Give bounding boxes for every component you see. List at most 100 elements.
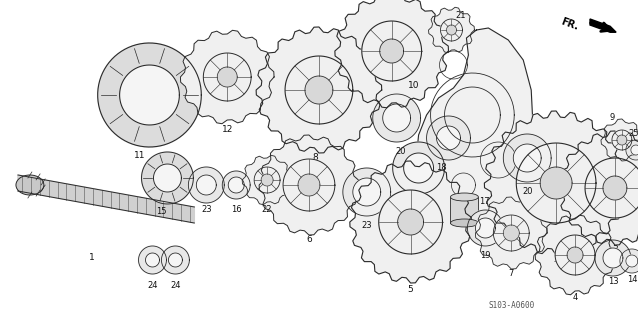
Polygon shape: [493, 215, 529, 251]
Text: 25: 25: [628, 130, 639, 138]
Text: 24: 24: [147, 280, 157, 290]
Polygon shape: [254, 167, 280, 193]
Polygon shape: [343, 168, 390, 216]
Polygon shape: [626, 255, 638, 267]
Text: 6: 6: [306, 235, 312, 244]
Text: 2: 2: [554, 256, 559, 264]
Text: 1: 1: [89, 254, 95, 263]
Text: 20: 20: [396, 147, 406, 157]
Polygon shape: [436, 126, 460, 150]
Polygon shape: [285, 56, 353, 124]
Text: 23: 23: [362, 220, 372, 229]
Polygon shape: [335, 0, 449, 108]
Polygon shape: [626, 140, 640, 160]
Polygon shape: [350, 161, 472, 283]
Ellipse shape: [451, 219, 478, 227]
Polygon shape: [228, 177, 244, 193]
Bar: [451, 197, 478, 223]
Polygon shape: [196, 175, 216, 195]
Polygon shape: [397, 209, 424, 235]
Text: 9: 9: [609, 114, 614, 122]
Polygon shape: [259, 135, 359, 235]
Polygon shape: [98, 43, 202, 147]
Polygon shape: [555, 235, 595, 275]
Text: 10: 10: [408, 80, 419, 90]
Polygon shape: [535, 215, 615, 295]
Polygon shape: [242, 155, 292, 205]
Polygon shape: [603, 176, 627, 200]
Polygon shape: [204, 53, 251, 101]
Polygon shape: [145, 253, 159, 267]
Polygon shape: [585, 158, 640, 218]
Polygon shape: [372, 94, 420, 142]
Polygon shape: [476, 197, 547, 269]
Polygon shape: [362, 21, 422, 81]
Polygon shape: [168, 253, 182, 267]
Text: 7: 7: [509, 270, 514, 278]
Polygon shape: [476, 218, 495, 238]
Polygon shape: [383, 104, 411, 132]
Text: 18: 18: [436, 164, 447, 173]
Polygon shape: [305, 76, 333, 104]
Polygon shape: [429, 7, 474, 53]
Text: 19: 19: [480, 250, 491, 259]
Text: 22: 22: [262, 205, 273, 214]
Polygon shape: [379, 190, 442, 254]
Polygon shape: [440, 19, 463, 41]
Polygon shape: [612, 130, 632, 150]
Text: 21: 21: [455, 11, 466, 19]
Polygon shape: [603, 248, 623, 268]
Text: S103-A0600: S103-A0600: [488, 300, 534, 309]
Polygon shape: [447, 25, 456, 35]
Text: 15: 15: [156, 207, 166, 217]
Polygon shape: [601, 119, 640, 161]
Polygon shape: [217, 67, 237, 87]
Polygon shape: [380, 39, 404, 63]
Text: 11: 11: [134, 151, 145, 160]
Ellipse shape: [16, 175, 44, 195]
Polygon shape: [567, 247, 583, 263]
Text: 3: 3: [612, 246, 618, 255]
Text: 18: 18: [406, 196, 417, 204]
Polygon shape: [120, 65, 179, 125]
Polygon shape: [154, 164, 181, 192]
Text: 20: 20: [522, 188, 532, 197]
Polygon shape: [617, 135, 627, 145]
Polygon shape: [404, 153, 433, 183]
Text: 17: 17: [479, 197, 490, 206]
Polygon shape: [353, 178, 381, 206]
Text: 5: 5: [408, 286, 413, 294]
Polygon shape: [417, 28, 533, 220]
Polygon shape: [180, 30, 274, 124]
Text: 4: 4: [572, 293, 578, 302]
Ellipse shape: [451, 193, 478, 201]
Polygon shape: [222, 171, 250, 199]
Polygon shape: [631, 145, 640, 155]
Polygon shape: [467, 210, 503, 246]
Text: 14: 14: [627, 276, 637, 285]
Text: 23: 23: [201, 205, 212, 214]
Polygon shape: [503, 225, 519, 241]
Text: 16: 16: [231, 205, 241, 214]
Polygon shape: [540, 167, 572, 199]
Text: 24: 24: [170, 280, 180, 290]
Polygon shape: [558, 131, 640, 245]
Polygon shape: [18, 175, 195, 223]
Polygon shape: [503, 134, 551, 182]
Polygon shape: [513, 144, 541, 172]
Text: FR.: FR.: [560, 16, 580, 32]
Polygon shape: [427, 116, 470, 160]
Polygon shape: [261, 174, 273, 186]
Polygon shape: [620, 249, 640, 273]
Text: 8: 8: [312, 153, 318, 162]
Text: 12: 12: [221, 125, 233, 135]
Polygon shape: [283, 159, 335, 211]
Polygon shape: [516, 143, 596, 223]
Polygon shape: [188, 167, 224, 203]
Polygon shape: [141, 152, 193, 204]
Polygon shape: [161, 246, 189, 274]
Polygon shape: [393, 142, 445, 194]
Polygon shape: [298, 174, 320, 196]
Polygon shape: [595, 240, 631, 276]
Polygon shape: [590, 19, 616, 32]
